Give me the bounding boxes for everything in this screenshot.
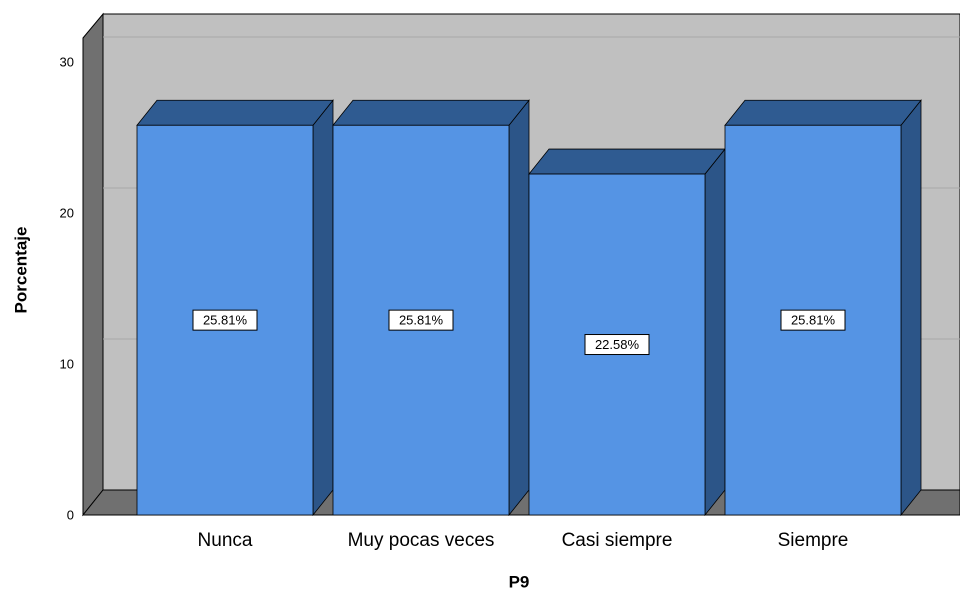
x-axis-title: P9 (509, 572, 530, 591)
bar-top (528, 148, 726, 175)
bar-top (136, 99, 334, 126)
bar-top (724, 99, 922, 126)
value-label: 25.81% (399, 313, 444, 328)
bar-top (332, 99, 530, 126)
y-tick-label: 10 (60, 356, 74, 371)
side-wall (82, 12, 104, 517)
value-label: 22.58% (595, 337, 640, 352)
y-axis-title: Porcentaje (11, 227, 30, 314)
bar-side (900, 99, 922, 517)
value-label-box (780, 309, 846, 331)
bar-side (508, 99, 530, 517)
x-tick-label: Siempre (778, 530, 849, 551)
value-label: 25.81% (203, 313, 248, 328)
bar-side (312, 99, 334, 517)
value-label-box (192, 309, 258, 331)
x-tick-label: Muy pocas veces (348, 530, 495, 551)
y-tick-label: 20 (60, 205, 74, 220)
x-tick-label: Nunca (198, 530, 253, 551)
bar-side (704, 147, 726, 517)
x-tick-label: Casi siempre (562, 530, 673, 551)
y-tick-label: 0 (67, 507, 74, 522)
value-label-box (388, 309, 454, 331)
value-label-box (584, 334, 650, 356)
y-tick-label: 30 (60, 54, 74, 69)
value-label: 25.81% (791, 313, 836, 328)
